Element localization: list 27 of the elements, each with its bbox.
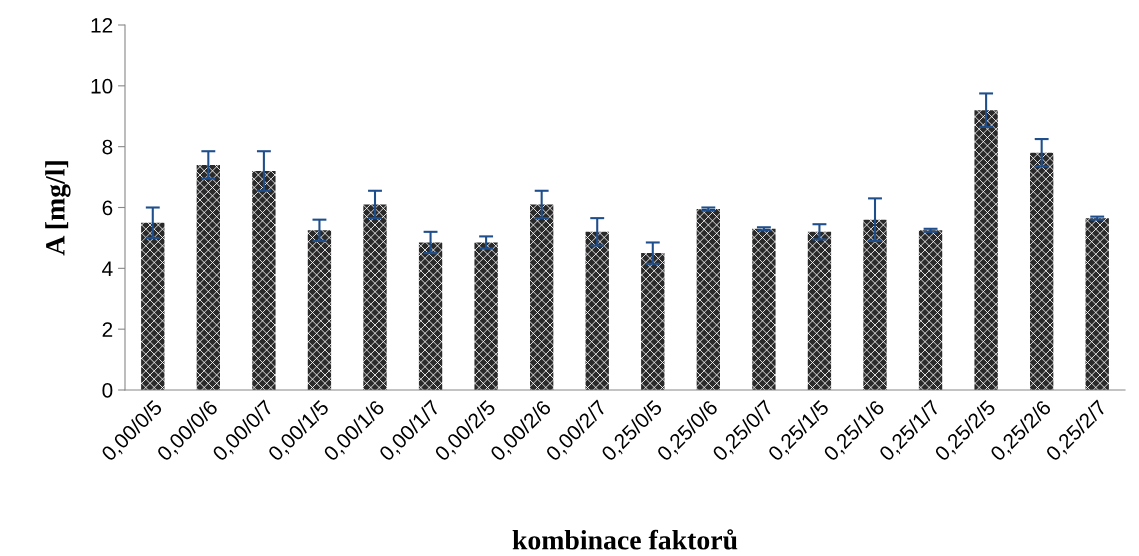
bar (1030, 152, 1054, 390)
y-axis-title: A [mg/l] (45, 161, 71, 256)
bar (141, 222, 165, 390)
bar (530, 204, 554, 390)
bar (807, 231, 832, 390)
bar (474, 242, 498, 390)
bar (585, 231, 609, 390)
y-tick-label: 6 (102, 200, 113, 216)
bar (307, 230, 332, 390)
bar (418, 242, 443, 390)
y-tick-label: 12 (91, 18, 113, 33)
bar (863, 219, 887, 390)
bar (641, 253, 665, 390)
bar (974, 110, 998, 390)
bar (752, 228, 776, 390)
bar (918, 230, 943, 390)
x-axis-title: kombinace faktorů (512, 529, 738, 550)
bar (363, 204, 387, 390)
bar (1085, 218, 1109, 390)
bar (196, 164, 220, 390)
y-tick-label: 0 (102, 383, 113, 398)
y-tick-label: 8 (102, 139, 113, 155)
y-tick-label: 2 (102, 322, 113, 337)
y-tick-label: 4 (102, 261, 113, 276)
y-tick-label: 10 (91, 78, 113, 94)
bar (252, 171, 276, 390)
bar (696, 209, 720, 390)
